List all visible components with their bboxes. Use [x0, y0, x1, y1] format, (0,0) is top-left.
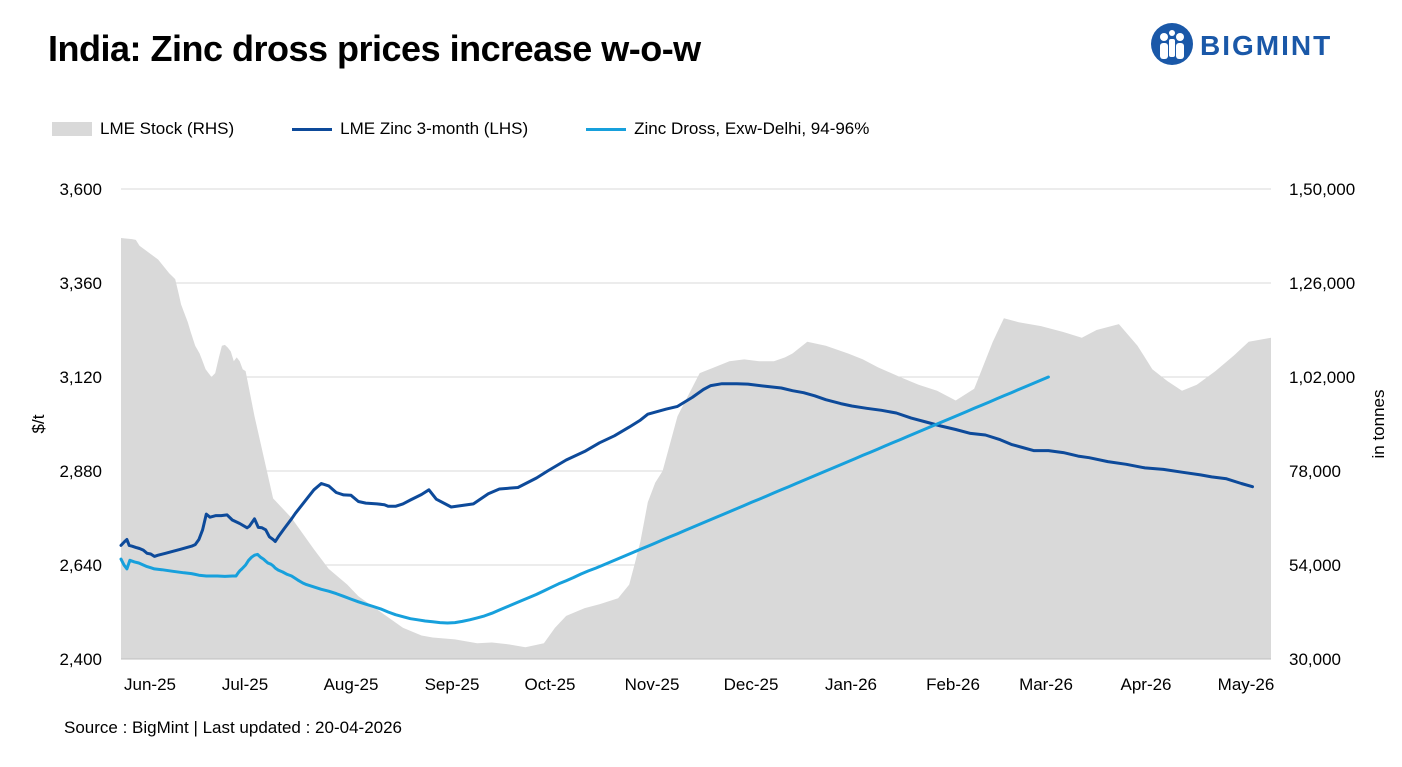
legend-swatch-area	[52, 122, 92, 136]
logo-mark-icon	[1151, 23, 1193, 65]
y-left-tick-label: 3,120	[59, 368, 102, 387]
legend-item-zinc-dross: Zinc Dross, Exw-Delhi, 94-96%	[586, 119, 869, 139]
legend-label: LME Zinc 3-month (LHS)	[340, 119, 529, 138]
x-tick-label: Nov-25	[625, 675, 680, 694]
y-left-tick-label: 2,400	[59, 650, 102, 669]
chart-legend: LME Stock (RHS) LME Zinc 3-month (LHS) Z…	[52, 118, 927, 140]
x-tick-label: Sep-25	[425, 675, 480, 694]
brand-name: BIGMINT	[1200, 30, 1333, 61]
legend-label: Zinc Dross, Exw-Delhi, 94-96%	[634, 119, 870, 138]
chart-title: India: Zinc dross prices increase w-o-w	[48, 28, 701, 69]
y-right-axis-label: in tonnes	[1369, 390, 1388, 459]
y-left-tick-label: 2,640	[59, 556, 102, 575]
lme-stock-area	[121, 238, 1271, 659]
x-tick-label: Mar-26	[1019, 675, 1073, 694]
legend-swatch-line	[586, 127, 627, 131]
x-tick-label: Feb-26	[926, 675, 980, 694]
zinc-dross-line	[119, 375, 1050, 625]
legend-swatch-line	[292, 127, 333, 131]
x-tick-label: Apr-26	[1120, 675, 1171, 694]
source-note: Source : BigMint | Last updated : 20-04-…	[64, 718, 403, 737]
y-left-tick-label: 3,360	[59, 274, 102, 293]
x-tick-label: Jan-26	[825, 675, 877, 694]
y-right-tick-label: 30,000	[1289, 650, 1341, 669]
y-left-tick-label: 2,880	[59, 462, 102, 481]
y-right-tick-label: 54,000	[1289, 556, 1341, 575]
legend-label: LME Stock (RHS)	[100, 119, 235, 138]
x-tick-label: Jul-25	[222, 675, 268, 694]
x-tick-label: Dec-25	[724, 675, 779, 694]
bigmint-logo: BIGMINT	[1148, 20, 1368, 70]
legend-item-lme-zinc: LME Zinc 3-month (LHS)	[292, 119, 528, 139]
x-tick-label: Jun-25	[124, 675, 176, 694]
x-tick-label: Oct-25	[524, 675, 575, 694]
y-right-tick-label: 1,50,000	[1289, 180, 1355, 199]
lme-zinc-line	[119, 382, 1254, 558]
y-right-tick-label: 1,26,000	[1289, 274, 1355, 293]
y-right-tick-label: 78,000	[1289, 462, 1341, 481]
x-tick-label: May-26	[1218, 675, 1275, 694]
legend-item-lme-stock: LME Stock (RHS)	[52, 119, 234, 139]
y-left-axis-label: $/t	[29, 414, 48, 433]
x-tick-label: Aug-25	[324, 675, 379, 694]
y-left-tick-label: 3,600	[59, 180, 102, 199]
y-right-tick-label: 1,02,000	[1289, 368, 1355, 387]
